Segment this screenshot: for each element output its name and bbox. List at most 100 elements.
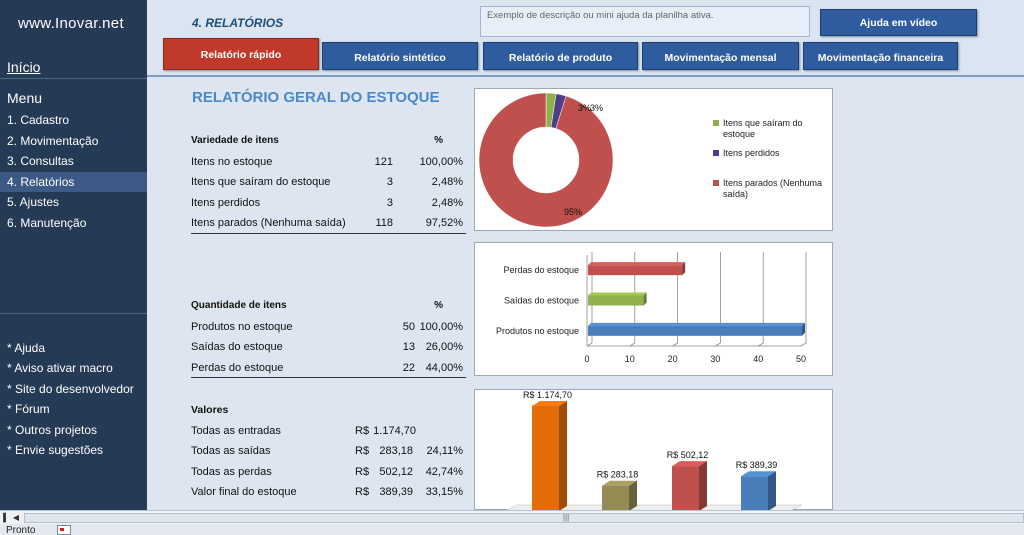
quantity-table: Quantidade de itens % Produtos no estoqu…	[191, 296, 466, 378]
bar-top	[741, 471, 776, 477]
menu-item-relatorios[interactable]: 4. Relatórios	[0, 172, 147, 192]
gridline-floor	[586, 342, 593, 347]
row-pct: 33,15%	[425, 486, 463, 498]
table-row: Todas as perdas R$ 502,12 42,74%	[191, 462, 466, 483]
scroll-left-icon[interactable]: ◀	[12, 513, 20, 522]
section-title: 4. RELATÓRIOS	[192, 16, 284, 30]
x-tick-label: 20	[668, 354, 678, 364]
bar-top	[532, 401, 567, 406]
row-label: Itens que saíram do estoque	[191, 176, 331, 188]
tab-movimentacao-financeira[interactable]: Movimentação financeira	[803, 42, 958, 70]
legend-swatch	[713, 150, 719, 156]
header-divider	[147, 75, 1024, 77]
bar	[602, 485, 629, 511]
y-tick-label: Produtos no estoque	[496, 326, 579, 336]
menu-item-consultas[interactable]: 3. Consultas	[7, 154, 74, 168]
row-pct: 97,52%	[425, 217, 463, 229]
row-currency: R$	[355, 465, 370, 478]
legend-item: Itens perdidos	[713, 148, 831, 159]
pct-header: %	[434, 135, 443, 146]
bar	[532, 406, 559, 511]
bar-data-label: R$ 283,18	[597, 470, 639, 480]
row-value: 3	[386, 176, 393, 188]
menu-item-cadastro[interactable]: 1. Cadastro	[7, 113, 70, 127]
row-pct: 26,00%	[425, 341, 463, 353]
link-aviso-macro[interactable]: * Aviso ativar macro	[7, 361, 113, 375]
help-description: Exemplo de descrição ou mini ajuda da pl…	[480, 6, 810, 37]
horizontal-scrollbar[interactable]: ▌ ◀ |||	[0, 510, 1024, 524]
divider	[0, 313, 147, 314]
bar	[741, 476, 768, 511]
variety-table: Variedade de itens % Itens no estoque 12…	[191, 131, 466, 234]
menu-title: Menu	[7, 90, 43, 106]
row-value: 13	[402, 341, 415, 353]
gridline-floor	[757, 342, 764, 347]
bar	[588, 265, 683, 276]
quantity-header: Quantidade de itens	[191, 300, 287, 311]
legend-item: Itens parados (Nenhuma saída)	[713, 178, 831, 200]
macro-record-icon[interactable]	[57, 525, 71, 535]
bar-top	[588, 292, 647, 296]
chart-legend: Itens que saíram do estoque Itens perdid…	[713, 118, 831, 218]
grip-icon: |||	[563, 513, 570, 522]
row-pct: 100,00%	[419, 320, 463, 333]
table-row: Produtos no estoque 50 100,00%	[191, 317, 466, 338]
row-currency: R$	[355, 445, 370, 457]
menu-item-manutencao[interactable]: 6. Manutenção	[7, 216, 87, 230]
row-value: 3	[386, 196, 393, 209]
row-value: 50	[402, 320, 415, 333]
tab-relatorio-produto[interactable]: Relatório de produto	[483, 42, 638, 70]
values-bar-chart[interactable]: R$ 1.174,70 R$ 283,18 R$ 502,12 R$ 389,39	[474, 389, 833, 511]
home-link[interactable]: Início	[7, 59, 41, 75]
bar-side	[768, 471, 776, 511]
row-label: Todas as perdas	[191, 465, 272, 478]
bar-data-label: R$ 1.174,70	[523, 390, 572, 400]
gridline-floor	[800, 342, 807, 347]
bar	[588, 325, 802, 336]
row-label: Saídas do estoque	[191, 341, 283, 353]
row-pct: 24,11%	[426, 445, 464, 457]
row-pct: 2,48%	[431, 176, 463, 188]
divider	[0, 78, 147, 79]
sheet-nav-icon[interactable]: ▌	[3, 513, 9, 522]
status-ready: Pronto	[6, 525, 36, 535]
menu-item-movimentacao[interactable]: 2. Movimentação	[7, 134, 99, 148]
link-ajuda[interactable]: * Ajuda	[7, 341, 46, 355]
donut-data-label: 3%	[590, 103, 603, 113]
x-tick-label: 10	[625, 354, 635, 364]
menu-item-ajustes[interactable]: 5. Ajustes	[7, 195, 60, 209]
table-row: 13 Saídas do estoque 26,00%	[191, 337, 466, 358]
status-bar: Pronto	[0, 524, 1024, 535]
link-envie-sugestoes[interactable]: * Envie sugestões	[7, 443, 104, 457]
tab-relatorio-rapido[interactable]: Relatório rápido	[163, 38, 319, 70]
report-title: RELATÓRIO GERAL DO ESTOQUE	[192, 89, 440, 106]
row-label: Produtos no estoque	[191, 320, 293, 333]
bar	[588, 295, 644, 306]
bar-side	[682, 262, 686, 276]
scroll-thumb[interactable]: |||	[24, 513, 1024, 523]
row-pct: 100,00%	[419, 155, 463, 168]
tab-movimentacao-mensal[interactable]: Movimentação mensal	[642, 42, 799, 70]
table-header: Valores	[191, 400, 466, 421]
y-tick-label: Saídas do estoque	[504, 296, 579, 306]
tab-relatorio-sintetico[interactable]: Relatório sintético	[322, 42, 478, 70]
row-label: Itens no estoque	[191, 155, 273, 168]
site-name[interactable]: www.Inovar.net	[18, 15, 124, 32]
table-row: Perdas do estoque 22 44,00%	[191, 358, 466, 378]
values-bar-chart-svg: R$ 1.174,70 R$ 283,18 R$ 502,12 R$ 389,39	[504, 390, 803, 511]
row-pct: 42,74%	[425, 465, 463, 478]
link-site-desenvolvedor[interactable]: * Site do desenvolvedor	[7, 382, 134, 396]
donut-chart[interactable]: 3% 3% 95% Itens que saíram do estoque Iten…	[474, 88, 833, 231]
bar-data-label: R$ 502,12	[667, 450, 709, 460]
video-help-button[interactable]: Ajuda em vídeo	[820, 9, 977, 36]
values-header: Valores	[191, 404, 229, 416]
table-row: Itens que saíram do estoque 3 2,48%	[191, 172, 466, 193]
quantity-bar-chart[interactable]: 0 10 20 30 40 50 Produtos no estoque Saídas do …	[474, 242, 833, 376]
row-value: 389,39	[379, 486, 413, 498]
quantity-bar-chart-svg: 0 10 20 30 40 50 Produtos no estoque Saídas do …	[496, 252, 807, 364]
legend-item: Itens que saíram do estoque	[713, 118, 831, 140]
link-forum[interactable]: * Fórum	[7, 402, 50, 416]
link-outros-projetos[interactable]: * Outros projetos	[7, 423, 98, 437]
row-value: 118	[375, 217, 393, 229]
bar-side	[629, 480, 637, 511]
